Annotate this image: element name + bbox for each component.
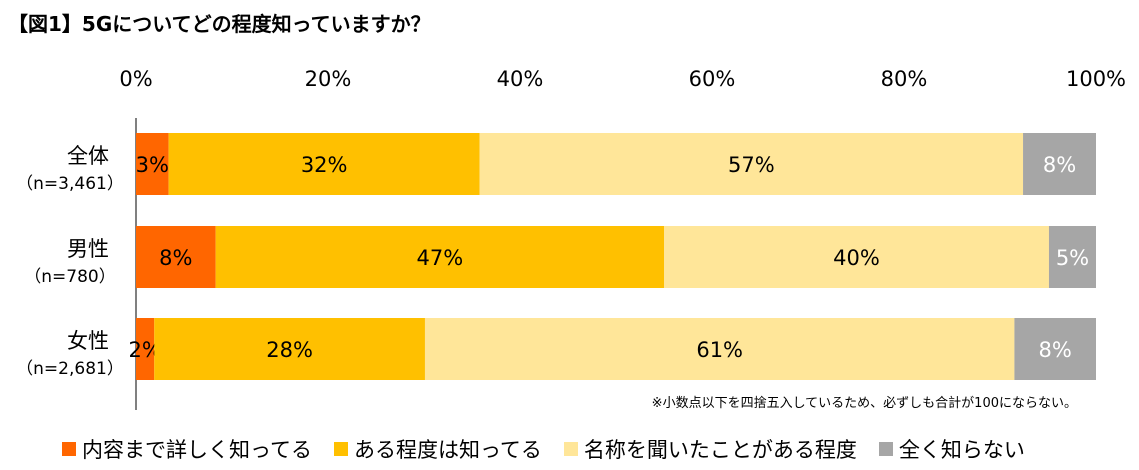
category-label: 全体 bbox=[67, 144, 109, 168]
legend-swatch bbox=[62, 442, 76, 456]
bar-segment bbox=[1023, 133, 1096, 195]
legend-swatch bbox=[563, 442, 578, 456]
category-label: 男性 bbox=[67, 237, 109, 261]
data-label: 40% bbox=[833, 246, 880, 270]
legend-label: 名称を聞いたことがある程度 bbox=[583, 438, 857, 462]
bar-segment bbox=[1048, 226, 1096, 288]
bar-segment bbox=[168, 133, 480, 195]
legend-item: ある程度は知ってる bbox=[333, 434, 542, 464]
legend-item: 名称を聞いたことがある程度 bbox=[563, 434, 857, 464]
data-label: 28% bbox=[266, 338, 313, 362]
bar-segment bbox=[1014, 318, 1096, 380]
bar-segment bbox=[424, 318, 1015, 380]
legend-item: 全く知らない bbox=[878, 434, 1025, 464]
bar-segment bbox=[664, 226, 1049, 288]
x-tick-label: 100% bbox=[1066, 67, 1126, 91]
chart-title: 【図1】5Gについてどの程度知っていますか？ bbox=[8, 12, 431, 36]
data-label: 57% bbox=[728, 153, 775, 177]
data-label: 8% bbox=[159, 246, 192, 270]
legend-label: 全く知らない bbox=[898, 438, 1025, 462]
bar-segment bbox=[154, 318, 425, 380]
x-tick-label: 0% bbox=[119, 67, 152, 91]
legend-swatch bbox=[333, 442, 348, 456]
legend-item: 内容まで詳しく知ってる bbox=[62, 434, 312, 464]
category-label: 女性 bbox=[67, 329, 109, 353]
legend: 内容まで詳しく知ってる ある程度は知ってる 名称を聞いたことがある程度 全く知らない bbox=[62, 434, 1047, 464]
legend-label: 内容まで詳しく知ってる bbox=[82, 438, 312, 462]
legend-swatch bbox=[878, 442, 893, 456]
x-tick-label: 20% bbox=[305, 67, 352, 91]
data-label: 3% bbox=[136, 153, 169, 177]
bar-segment bbox=[136, 318, 155, 380]
bar-segment bbox=[136, 226, 216, 288]
x-tick-label: 40% bbox=[497, 67, 544, 91]
data-label: 61% bbox=[696, 338, 743, 362]
bar-segment bbox=[479, 133, 1024, 195]
legend-label: ある程度は知ってる bbox=[353, 438, 542, 462]
rounding-note: ※小数点以下を四捨五入しているため、必ずしも合計が100にならない。 bbox=[651, 396, 1077, 411]
data-label: 32% bbox=[301, 153, 348, 177]
category-n-label: （n=780） bbox=[24, 267, 115, 287]
category-n-label: （n=2,681） bbox=[16, 359, 124, 379]
x-tick-label: 80% bbox=[881, 67, 928, 91]
data-label: 8% bbox=[1043, 153, 1076, 177]
bar-segment bbox=[136, 133, 169, 195]
data-label: 8% bbox=[1039, 338, 1072, 362]
x-tick-label: 60% bbox=[689, 67, 736, 91]
data-label: 5% bbox=[1056, 246, 1089, 270]
bar-segment bbox=[215, 226, 664, 288]
data-label: 47% bbox=[416, 246, 463, 270]
category-n-label: （n=3,461） bbox=[16, 174, 124, 194]
